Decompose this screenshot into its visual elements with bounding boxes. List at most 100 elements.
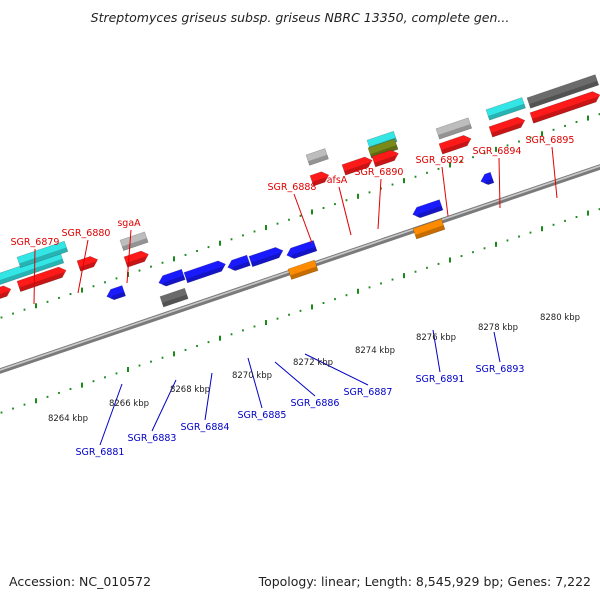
kbp-label: 8264 kbp (48, 414, 88, 424)
gene-block-gray-shade (308, 154, 329, 166)
gene-label-upper: sgaA (117, 218, 141, 229)
leader-line-red (338, 186, 352, 236)
gene-block-darkgray-shade (529, 80, 599, 109)
gene-arrow-red (341, 156, 373, 176)
kbp-label: 8274 kbp (355, 346, 395, 356)
gene-arrow-red-shade (374, 155, 397, 167)
gene-arrow-blue (158, 268, 186, 287)
gene-arrow-red (529, 91, 600, 124)
gene-block-cyan-shape (16, 240, 69, 269)
gene-arrow-red (309, 171, 330, 187)
gene-arrow-red-shade (126, 256, 147, 268)
gene-block-orange (412, 218, 446, 240)
gene-label-lower: SGR_6885 (238, 410, 287, 421)
gene-label-lower: SGR_6887 (344, 387, 393, 398)
gene-arrow-red-shade (441, 140, 470, 155)
gene-block-orange-shape (287, 259, 319, 280)
kbp-labels: 8264 kbp 8266 kbp 8268 kbp 8270 kbp 8272 kbp… (48, 313, 580, 424)
gene-arrow-blue-shape (480, 171, 495, 185)
gene-arrow-blue-shade (416, 205, 443, 218)
gene-block-gray (305, 148, 329, 166)
gene-arrow-red-shape (488, 116, 526, 138)
gene-arrow-red-shade (0, 290, 10, 300)
upper-tick-track (0, 113, 600, 319)
kbp-label: 8276 kbp (416, 333, 456, 343)
kbp-label: 8268 kbp (170, 385, 210, 395)
gene-block-gray-shade (438, 124, 472, 140)
accession-text: Accession: NC_010572 (9, 574, 152, 589)
gene-arrow-red-shade (344, 162, 371, 176)
gene-block-darkgray (159, 287, 189, 308)
gene-block-orange-shade (290, 266, 319, 280)
kbp-label: 8270 kbp (232, 371, 272, 381)
gene-arrow-blue (412, 199, 444, 219)
leader-line-red (33, 248, 36, 305)
gene-block-cyan (16, 240, 69, 269)
map-title: Streptomyces griseus subsp. griseus NBRC… (90, 10, 510, 25)
gene-arrow-red-shade (491, 122, 523, 138)
leader-line-red (377, 178, 382, 230)
gene-label-upper: afsA (327, 175, 348, 186)
gene-block-orange (287, 259, 319, 280)
gene-block-olive-shape (367, 138, 399, 159)
gene-block-gray-shape (119, 231, 149, 251)
gene-arrow-blue-shade (231, 261, 251, 271)
gene-arrow-red-shade (312, 176, 327, 187)
gene-arrow-blue (248, 247, 284, 268)
gene-block-cyan-shape (485, 97, 526, 121)
gene-block-gray-shape (305, 148, 329, 166)
gene-label-upper: SGR_6895 (526, 135, 575, 146)
gene-label-upper: SGR_6888 (268, 182, 317, 193)
gene-block-orange-shape (412, 218, 446, 240)
gene-arrow-blue-shape (227, 254, 251, 271)
leader-line-red (498, 157, 501, 209)
gene-arrow-blue-shape (183, 260, 226, 284)
label-leaders (33, 146, 558, 446)
gene-arrow-blue (183, 260, 226, 284)
gene-arrow-blue-shape (248, 247, 284, 268)
gene-arrow-red-shade (79, 261, 96, 272)
gene-arrow-red (76, 255, 99, 272)
gene-arrow-red-shade (19, 272, 65, 292)
gene-arrow-red-shape (76, 255, 99, 272)
gene-block-darkgray-shade (162, 294, 189, 308)
gene-arrow-blue-shade (186, 265, 224, 283)
kbp-label: 8278 kbp (478, 323, 518, 333)
leader-line-blue (274, 361, 316, 397)
gene-arrow-red-shape (529, 91, 600, 124)
gene-block-gray-shape (435, 117, 473, 140)
gene-label-lower: SGR_6884 (181, 422, 230, 433)
gene-arrow-red (438, 135, 472, 155)
gene-label-lower: SGR_6883 (128, 433, 177, 444)
leader-line-red (551, 146, 558, 199)
gene-block-orange-shade (415, 225, 445, 239)
gene-arrow-red-shape (438, 135, 472, 155)
gene-arrow-blue-shade (251, 252, 282, 267)
kbp-label: 8280 kbp (540, 313, 580, 323)
gene-arrow-red (488, 116, 526, 138)
gene-arrow-red-shade (532, 96, 599, 124)
gene-arrow-blue-shape (286, 240, 318, 259)
gene-arrow-blue-shade (484, 178, 494, 185)
gene-label-lower: SGR_6893 (476, 364, 525, 375)
gene-arrow-red-shape (309, 171, 330, 187)
gene-label-upper: SGR_6890 (355, 167, 404, 178)
gene-label-upper: SGR_6880 (62, 228, 111, 239)
gene-arrow-red-shape (0, 285, 12, 300)
gene-block-darkgray-shape (526, 74, 600, 109)
leader-line-blue (493, 331, 501, 363)
gene-label-upper: SGR_6894 (473, 146, 522, 157)
gene-block-gray (119, 231, 149, 251)
gene-label-lower: SGR_6886 (291, 398, 340, 409)
leader-line-blue (99, 383, 123, 446)
leader-line-red (293, 193, 313, 244)
leader-line-blue (304, 353, 369, 386)
gene-arrow-blue (106, 285, 126, 301)
gene-arrow-blue-shape (412, 199, 444, 219)
gene-arrow-red-shape (371, 149, 399, 168)
gene-block-cyan-shade (0, 258, 64, 286)
gene-arrow-blue-shape (106, 285, 126, 301)
leader-line-red (77, 239, 89, 294)
